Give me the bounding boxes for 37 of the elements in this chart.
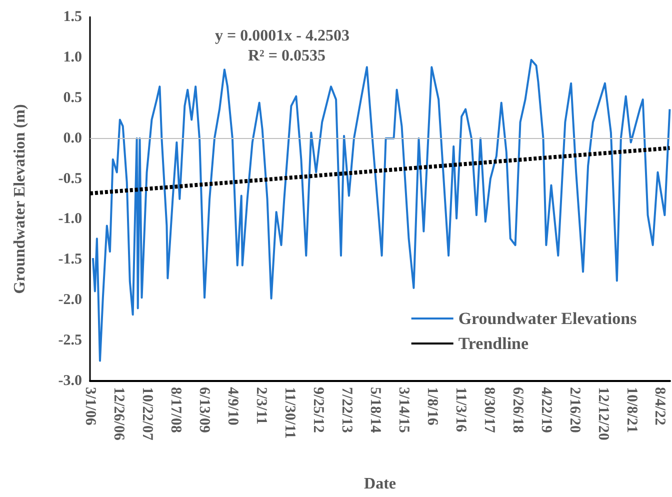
- y-tick-label: 1.5: [63, 9, 82, 25]
- x-tick-label: 4/22/19: [538, 387, 554, 433]
- y-tick-label: -2.0: [58, 292, 82, 308]
- y-tick-label: -0.5: [58, 170, 82, 187]
- legend-label: Groundwater Elevations: [458, 309, 638, 328]
- y-tick-label: 0.5: [63, 90, 82, 106]
- y-tick-label: -1.5: [58, 252, 82, 268]
- x-tick-label: 11/30/11: [281, 387, 298, 439]
- x-tick-label: 4/9/10: [224, 387, 240, 426]
- y-tick-label: 0.0: [63, 130, 82, 146]
- x-tick-label: 11/3/16: [452, 387, 468, 433]
- x-tick-label: 10/22/07: [138, 387, 155, 441]
- x-tick-label: 1/8/16: [424, 387, 440, 426]
- x-tick-label: 8/4/22: [652, 387, 668, 426]
- x-tick-label: 7/22/13: [338, 387, 354, 433]
- x-tick-label: 3/14/15: [395, 387, 412, 433]
- y-tick-label: 1.0: [63, 49, 82, 66]
- x-axis-title: Date: [364, 476, 396, 492]
- x-tick-label: 5/18/14: [366, 387, 383, 434]
- x-tick-label: 10/8/21: [623, 387, 640, 433]
- legend-label: Trendline: [458, 334, 530, 353]
- x-tick-label: 9/25/12: [310, 387, 326, 433]
- x-tick-label: 2/3/11: [252, 387, 269, 425]
- y-axis-title: Groundwater Elevation (m): [12, 104, 28, 294]
- y-tick-label: -3.0: [58, 373, 82, 389]
- x-tick-label: 12/12/20: [594, 387, 611, 440]
- annotation: R² = 0.0535: [248, 48, 326, 64]
- x-tick-label: 6/26/18: [509, 387, 526, 433]
- y-tick-label: -1.0: [58, 211, 82, 228]
- annotation: y = 0.0001x - 4.2503: [215, 28, 350, 44]
- x-tick-label: 6/13/09: [196, 387, 212, 433]
- y-tick-label: -2.5: [58, 332, 82, 349]
- x-tick-label: 8/30/17: [480, 387, 497, 434]
- x-tick-label: 3/1/06: [82, 387, 98, 426]
- x-tick-label: 8/17/08: [167, 387, 184, 433]
- x-tick-label: 12/26/06: [110, 387, 126, 441]
- x-tick-label: 2/16/20: [566, 387, 582, 433]
